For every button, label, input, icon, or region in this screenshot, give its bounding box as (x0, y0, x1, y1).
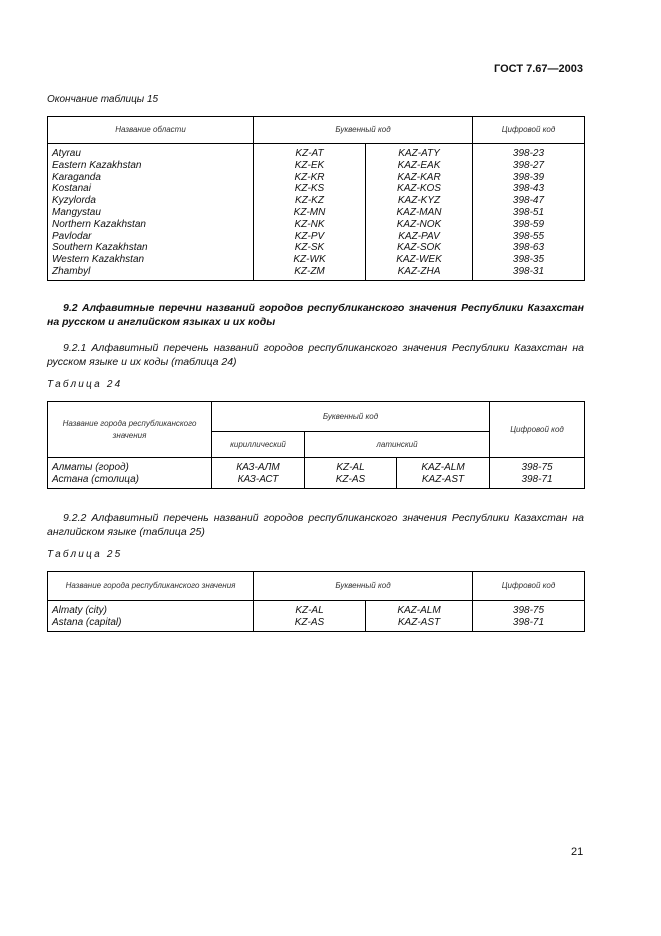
table-row: Western Kazakhstan KZ-WK KAZ-WEK 398-35 (47, 254, 585, 266)
table-cell: KAZ-PAV (365, 230, 473, 243)
table-row: Pavlodar KZ-PV KAZ-PAV 398-55 (47, 230, 585, 243)
table-cell: KZ-ZM (253, 265, 366, 281)
table-row: Zhambyl KZ-ZM KAZ-ZHA 398-31 (47, 265, 585, 281)
table-cell: KZ-PV (253, 230, 366, 243)
table-cell: KZ-AS (304, 473, 397, 489)
table-cell: Pavlodar (47, 230, 254, 243)
table-cell: KZ-EK (253, 159, 366, 172)
table-cell: 398-39 (472, 171, 585, 184)
table-cell: Karaganda (47, 171, 254, 184)
table-cell: 398-47 (472, 195, 585, 207)
column-header: Название области (47, 116, 254, 144)
column-header: Буквенный код (210, 401, 491, 432)
column-header: Цифровой код (489, 401, 586, 458)
table-cell: 398-59 (472, 218, 585, 231)
table-cell: KZ-NK (253, 218, 366, 231)
table-cell: 398-75 (489, 457, 585, 474)
column-header: кириллический (211, 431, 305, 458)
table-cell: Atyrau (47, 143, 254, 160)
table-15: Название области Буквенный код Цифровой … (47, 116, 585, 281)
table-cell: КАЗ-АСТ (211, 473, 305, 489)
table-row: Southern Kazakhstan KZ-SK KAZ-SOK 398-63 (47, 242, 585, 255)
column-header: Цифровой код (472, 116, 585, 144)
section-9-2-2-text: 9.2.2 Алфавитный перечень названий город… (47, 512, 584, 538)
table-cell: KZ-KZ (253, 195, 366, 207)
table-cell: KZ-KS (253, 183, 366, 196)
table-row: Atyrau KZ-AT KAZ-ATY 398-23 (47, 143, 585, 160)
table-cell: 398-71 (472, 616, 585, 632)
table-cell: Southern Kazakhstan (47, 242, 254, 255)
column-header: Буквенный код (253, 571, 473, 601)
table-cell: Kostanai (47, 183, 254, 196)
table-cell: Western Kazakhstan (47, 254, 254, 266)
table-cell: 398-71 (489, 473, 585, 489)
table-cell: Kyzylorda (47, 195, 254, 207)
page-number: 21 (571, 846, 584, 858)
table-cell: Zhambyl (47, 265, 254, 281)
table-cell: 398-63 (472, 242, 585, 255)
table-24: Название города республиканского значени… (47, 401, 586, 489)
table-cell: KZ-KR (253, 171, 366, 184)
table-cell: KZ-AL (304, 457, 397, 474)
table-row: Mangystau KZ-MN KAZ-MAN 398-51 (47, 206, 585, 219)
column-header: Буквенный код (253, 116, 473, 144)
table-cell: КАЗ-АЛМ (211, 457, 305, 474)
table-cell: Eastern Kazakhstan (47, 159, 254, 172)
table25-caption: Таблица 25 (47, 549, 123, 560)
table-cell: KZ-WK (253, 254, 366, 266)
table-cell: KAZ-KOS (365, 183, 473, 196)
table-cell: KAZ-ZHA (365, 265, 473, 281)
table-row: Kostanai KZ-KS KAZ-KOS 398-43 (47, 183, 585, 196)
table-cell: KZ-AS (253, 616, 366, 632)
table-cell: 398-43 (472, 183, 585, 196)
table-row: Northern Kazakhstan KZ-NK KAZ-NOK 398-59 (47, 218, 585, 231)
table-cell: 398-31 (472, 265, 585, 281)
table-cell: KAZ-ALM (365, 600, 473, 617)
table-cell: 398-35 (472, 254, 585, 266)
table-row: Kyzylorda KZ-KZ KAZ-KYZ 398-47 (47, 195, 585, 207)
table-cell: 398-51 (472, 206, 585, 219)
table-cell: Mangystau (47, 206, 254, 219)
table-cell: 398-55 (472, 230, 585, 243)
table-cell: Астана (столица) (47, 473, 212, 489)
column-header: Название города республиканского значени… (47, 401, 212, 458)
table-cell: KAZ-AST (395, 473, 490, 489)
table-row: Алматы (город) КАЗ-АЛМ KZ-AL KAZ-ALM 398-75 (47, 457, 585, 474)
table-cell: KZ-SK (253, 242, 366, 255)
table-cell: KAZ-SOK (365, 242, 473, 255)
table-cell: KAZ-EAK (365, 159, 473, 172)
table-cell: KAZ-AST (365, 616, 473, 632)
section-9-2-1-text: 9.2.1 Алфавитный перечень названий город… (47, 342, 584, 368)
table-cell: KZ-AT (253, 143, 366, 160)
table-cell: KAZ-KYZ (365, 195, 473, 207)
column-header: латинский (303, 431, 491, 458)
table-cell: 398-75 (472, 600, 585, 617)
table-cell: KAZ-WEK (365, 254, 473, 266)
column-header: Название города республиканского значени… (47, 571, 254, 601)
table-cell: KAZ-ALM (395, 457, 490, 474)
table-cell: 398-23 (472, 143, 585, 160)
table-row: Almaty (city) KZ-AL KAZ-ALM 398-75 (47, 600, 585, 617)
table-cell: KAZ-NOK (365, 218, 473, 231)
table-row: Karaganda KZ-KR KAZ-KAR 398-39 (47, 171, 585, 184)
table-row: Eastern Kazakhstan KZ-EK KAZ-EAK 398-27 (47, 159, 585, 172)
table-cell: KZ-AL (253, 600, 366, 617)
table-cell: KZ-MN (253, 206, 366, 219)
table-cell: Almaty (city) (47, 600, 254, 617)
table-25: Название города республиканского значени… (47, 571, 585, 632)
table-cell: KAZ-KAR (365, 171, 473, 184)
table-row: Астана (столица) КАЗ-АСТ KZ-AS KAZ-AST 398-7… (47, 473, 585, 489)
table-cell: Astana (capital) (47, 616, 254, 632)
section-9-2-heading: 9.2 Алфавитные перечни названий городов … (47, 302, 584, 328)
table15-caption: Окончание таблицы 15 (47, 94, 159, 105)
table-cell: Northern Kazakhstan (47, 218, 254, 231)
column-header: Цифровой код (472, 571, 585, 601)
table-cell: 398-27 (472, 159, 585, 172)
table-row: Astana (capital) KZ-AS KAZ-AST 398-71 (47, 616, 585, 632)
table-cell: KAZ-MAN (365, 206, 473, 219)
table-cell: Алматы (город) (47, 457, 212, 474)
table-cell: KAZ-ATY (365, 143, 473, 160)
table24-caption: Таблица 24 (47, 379, 123, 390)
standard-number: ГОСТ 7.67—2003 (494, 63, 583, 75)
